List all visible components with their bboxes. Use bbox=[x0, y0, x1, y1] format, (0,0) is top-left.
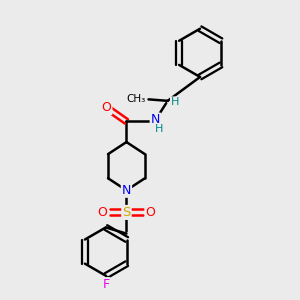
Text: H: H bbox=[154, 124, 163, 134]
Text: F: F bbox=[102, 278, 110, 291]
Text: H: H bbox=[171, 97, 179, 107]
Text: S: S bbox=[122, 206, 130, 219]
Text: O: O bbox=[146, 206, 155, 219]
Text: O: O bbox=[102, 101, 111, 114]
Text: O: O bbox=[98, 206, 107, 219]
Text: CH₃: CH₃ bbox=[126, 94, 146, 104]
Text: N: N bbox=[151, 113, 160, 127]
Text: N: N bbox=[122, 184, 131, 197]
